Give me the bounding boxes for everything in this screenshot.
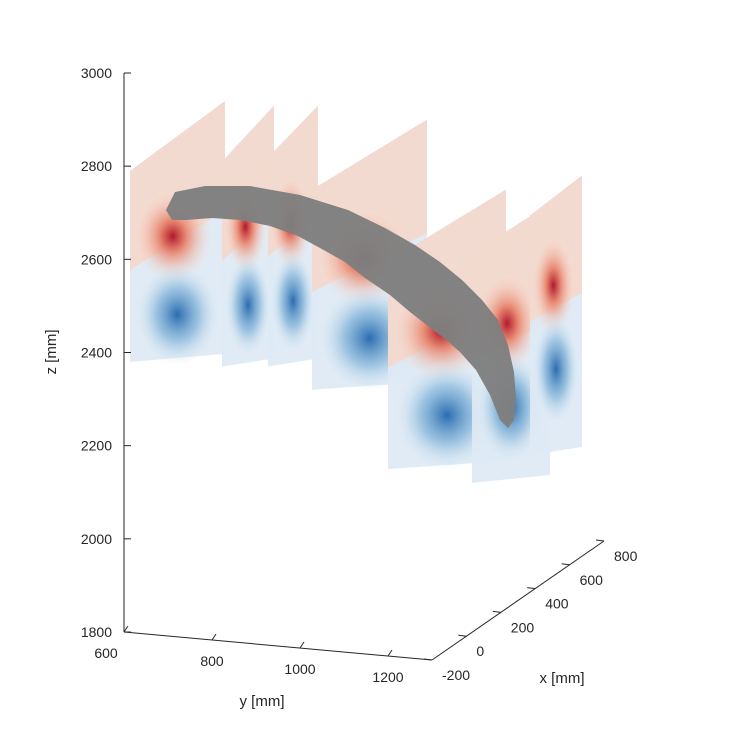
x-tick-mark [423, 658, 433, 661]
slice-negative-region [532, 313, 580, 426]
z-axis-label: z [mm] [43, 330, 60, 375]
z-tick-label: 2800 [81, 158, 112, 174]
x-tick-mark [595, 539, 605, 542]
flow-slice [130, 100, 225, 367]
flow-slice [530, 175, 582, 455]
y-axis-line [123, 631, 433, 661]
z-tick-label: 2600 [81, 251, 112, 267]
slice-negative-region [134, 262, 221, 367]
y-tick-label: 1200 [372, 669, 403, 685]
x-axis-line [431, 540, 605, 661]
x-tick-label: 0 [476, 643, 484, 659]
y-axis-ticks: 600 800 1000 1200 [94, 625, 404, 685]
x-tick-label: 200 [511, 619, 535, 635]
x-tick-label: 400 [545, 596, 569, 612]
y-tick-label: 800 [200, 653, 224, 669]
slice-negative-region [224, 252, 272, 358]
y-axis-label: y [mm] [240, 693, 285, 710]
y-tick-mark [123, 625, 129, 633]
y-tick-label: 600 [94, 645, 118, 661]
z-tick-label: 1800 [81, 624, 112, 640]
x-axis-ticks: -200 0 200 400 600 800 [423, 539, 638, 683]
x-tick-mark [527, 587, 536, 590]
x-tick-label: -200 [442, 667, 470, 683]
slice-negative-region [270, 248, 316, 354]
z-axis-ticks: 1800 2000 2200 2400 2600 2800 3000 [81, 65, 131, 640]
z-tick-label: 2200 [81, 438, 112, 454]
y-tick-mark [387, 649, 393, 657]
x-tick-label: 600 [580, 572, 604, 588]
y-tick-label: 1000 [284, 661, 315, 677]
x-tick-mark [561, 563, 570, 566]
z-tick-label: 2400 [81, 345, 112, 361]
flow-slices [130, 100, 582, 483]
x-tick-mark [458, 634, 467, 637]
flow-slice [222, 105, 274, 367]
x-axis-label: x [mm] [540, 670, 585, 687]
z-tick-label: 3000 [81, 65, 112, 81]
slice-positive-peak [531, 235, 576, 336]
x-tick-mark [492, 610, 501, 613]
y-tick-mark [211, 633, 217, 641]
z-tick-label: 2000 [81, 531, 112, 547]
y-tick-mark [299, 641, 305, 649]
x-tick-label: 800 [614, 548, 638, 564]
vehicle-body [166, 186, 516, 428]
